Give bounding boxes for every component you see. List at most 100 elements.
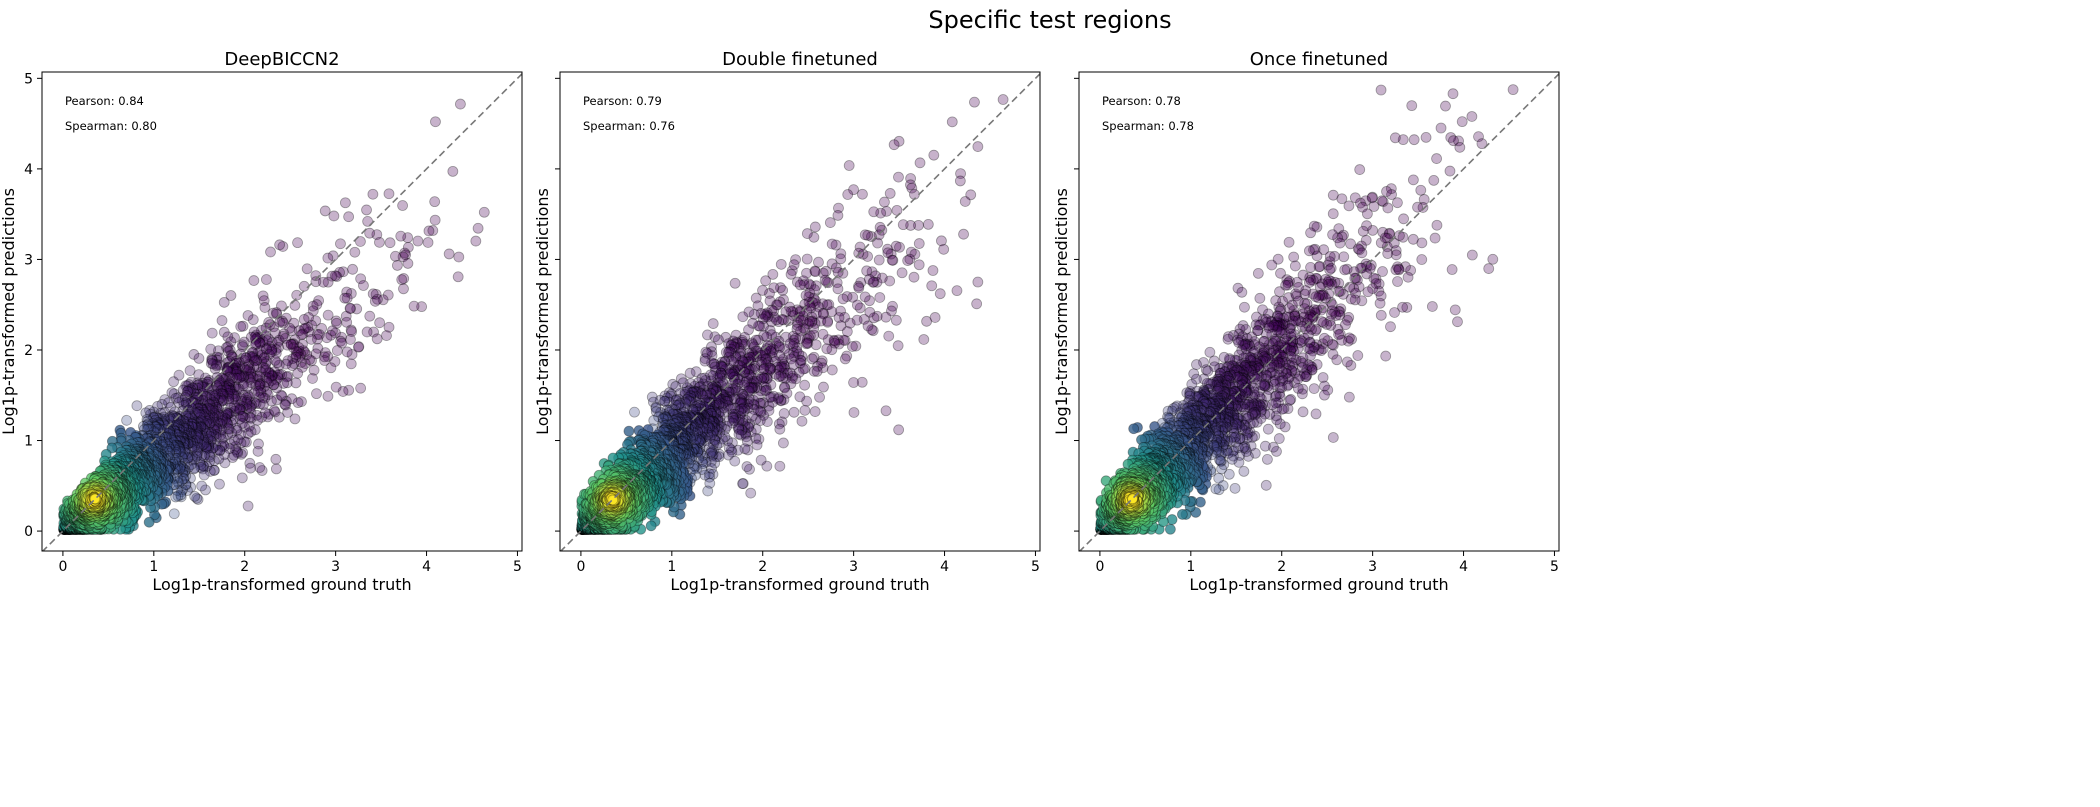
- data-point: [144, 517, 154, 527]
- data-point: [827, 239, 837, 249]
- data-point: [844, 161, 854, 171]
- data-point: [881, 406, 891, 416]
- data-point: [311, 389, 321, 399]
- data-point: [800, 380, 810, 390]
- data-point: [897, 268, 907, 278]
- data-point: [840, 354, 850, 364]
- data-point: [776, 259, 786, 269]
- data-point: [320, 206, 330, 216]
- y-tick-label: 1: [24, 434, 33, 450]
- data-point: [875, 292, 885, 302]
- data-point: [825, 218, 835, 228]
- data-point: [973, 277, 983, 287]
- data-point: [827, 365, 837, 375]
- data-point: [898, 220, 908, 230]
- data-point: [843, 190, 853, 200]
- data-point: [194, 353, 204, 363]
- data-point: [854, 283, 864, 293]
- data-point: [132, 401, 142, 411]
- data-point: [381, 331, 391, 341]
- data-point: [874, 255, 884, 265]
- data-point: [237, 473, 247, 483]
- data-point: [390, 251, 400, 261]
- data-point: [340, 198, 350, 208]
- data-point: [685, 368, 695, 378]
- data-point: [955, 176, 965, 186]
- data-point: [358, 281, 368, 291]
- data-point: [246, 463, 256, 473]
- stat-annotation: Spearman: 0.80: [65, 119, 157, 133]
- data-point: [473, 223, 483, 233]
- data-point: [243, 310, 253, 320]
- data-point: [952, 286, 962, 296]
- data-point: [455, 99, 465, 109]
- y-tick-label: 4: [24, 162, 33, 178]
- data-point: [646, 521, 656, 531]
- data-point: [374, 237, 384, 247]
- data-point: [448, 166, 458, 176]
- data-point: [969, 97, 979, 107]
- data-point: [365, 311, 375, 321]
- data-point: [947, 117, 957, 127]
- data-point: [271, 464, 281, 474]
- data-point: [346, 359, 356, 369]
- data-point: [236, 322, 246, 332]
- data-point: [815, 392, 825, 402]
- data-point: [919, 334, 929, 344]
- data-point: [849, 378, 859, 388]
- data-point: [197, 481, 207, 491]
- data-point: [261, 275, 271, 285]
- data-point: [384, 189, 394, 199]
- data-point: [397, 275, 407, 285]
- y-tick-label: 5: [24, 71, 33, 87]
- data-point: [893, 341, 903, 351]
- data-point: [775, 461, 785, 471]
- data-point: [761, 276, 771, 286]
- data-point: [350, 247, 360, 257]
- data-point: [973, 142, 983, 152]
- data-point: [833, 284, 843, 294]
- data-point: [923, 219, 933, 229]
- data-point: [702, 330, 712, 340]
- data-point: [884, 331, 894, 341]
- data-point: [323, 391, 333, 401]
- data-point: [810, 407, 820, 417]
- data-point: [734, 429, 744, 439]
- data-point: [756, 455, 766, 465]
- data-point: [802, 254, 812, 264]
- data-point: [471, 236, 481, 246]
- data-point: [818, 382, 828, 392]
- data-point: [810, 222, 820, 232]
- data-point: [708, 319, 718, 329]
- data-point: [885, 188, 895, 198]
- data-point: [960, 196, 970, 206]
- stat-annotation: Pearson: 0.84: [65, 94, 144, 108]
- data-point: [889, 140, 899, 150]
- data-point: [253, 446, 263, 456]
- data-point: [403, 258, 413, 268]
- data-point: [730, 278, 740, 288]
- data-point: [860, 292, 870, 302]
- data-point: [453, 272, 463, 282]
- data-point: [385, 238, 395, 248]
- data-point: [423, 237, 433, 247]
- data-point: [169, 509, 179, 519]
- data-point: [802, 229, 812, 239]
- data-point: [915, 158, 925, 168]
- data-point: [838, 294, 848, 304]
- data-point: [372, 334, 382, 344]
- data-point: [396, 231, 406, 241]
- data-point: [348, 264, 358, 274]
- data-point: [342, 347, 352, 357]
- data-point: [914, 260, 924, 270]
- data-point: [362, 205, 372, 215]
- data-point: [271, 454, 281, 464]
- data-point: [454, 252, 464, 262]
- data-point: [302, 264, 312, 274]
- data-point: [409, 301, 419, 311]
- data-point: [331, 382, 341, 392]
- data-point: [308, 373, 318, 383]
